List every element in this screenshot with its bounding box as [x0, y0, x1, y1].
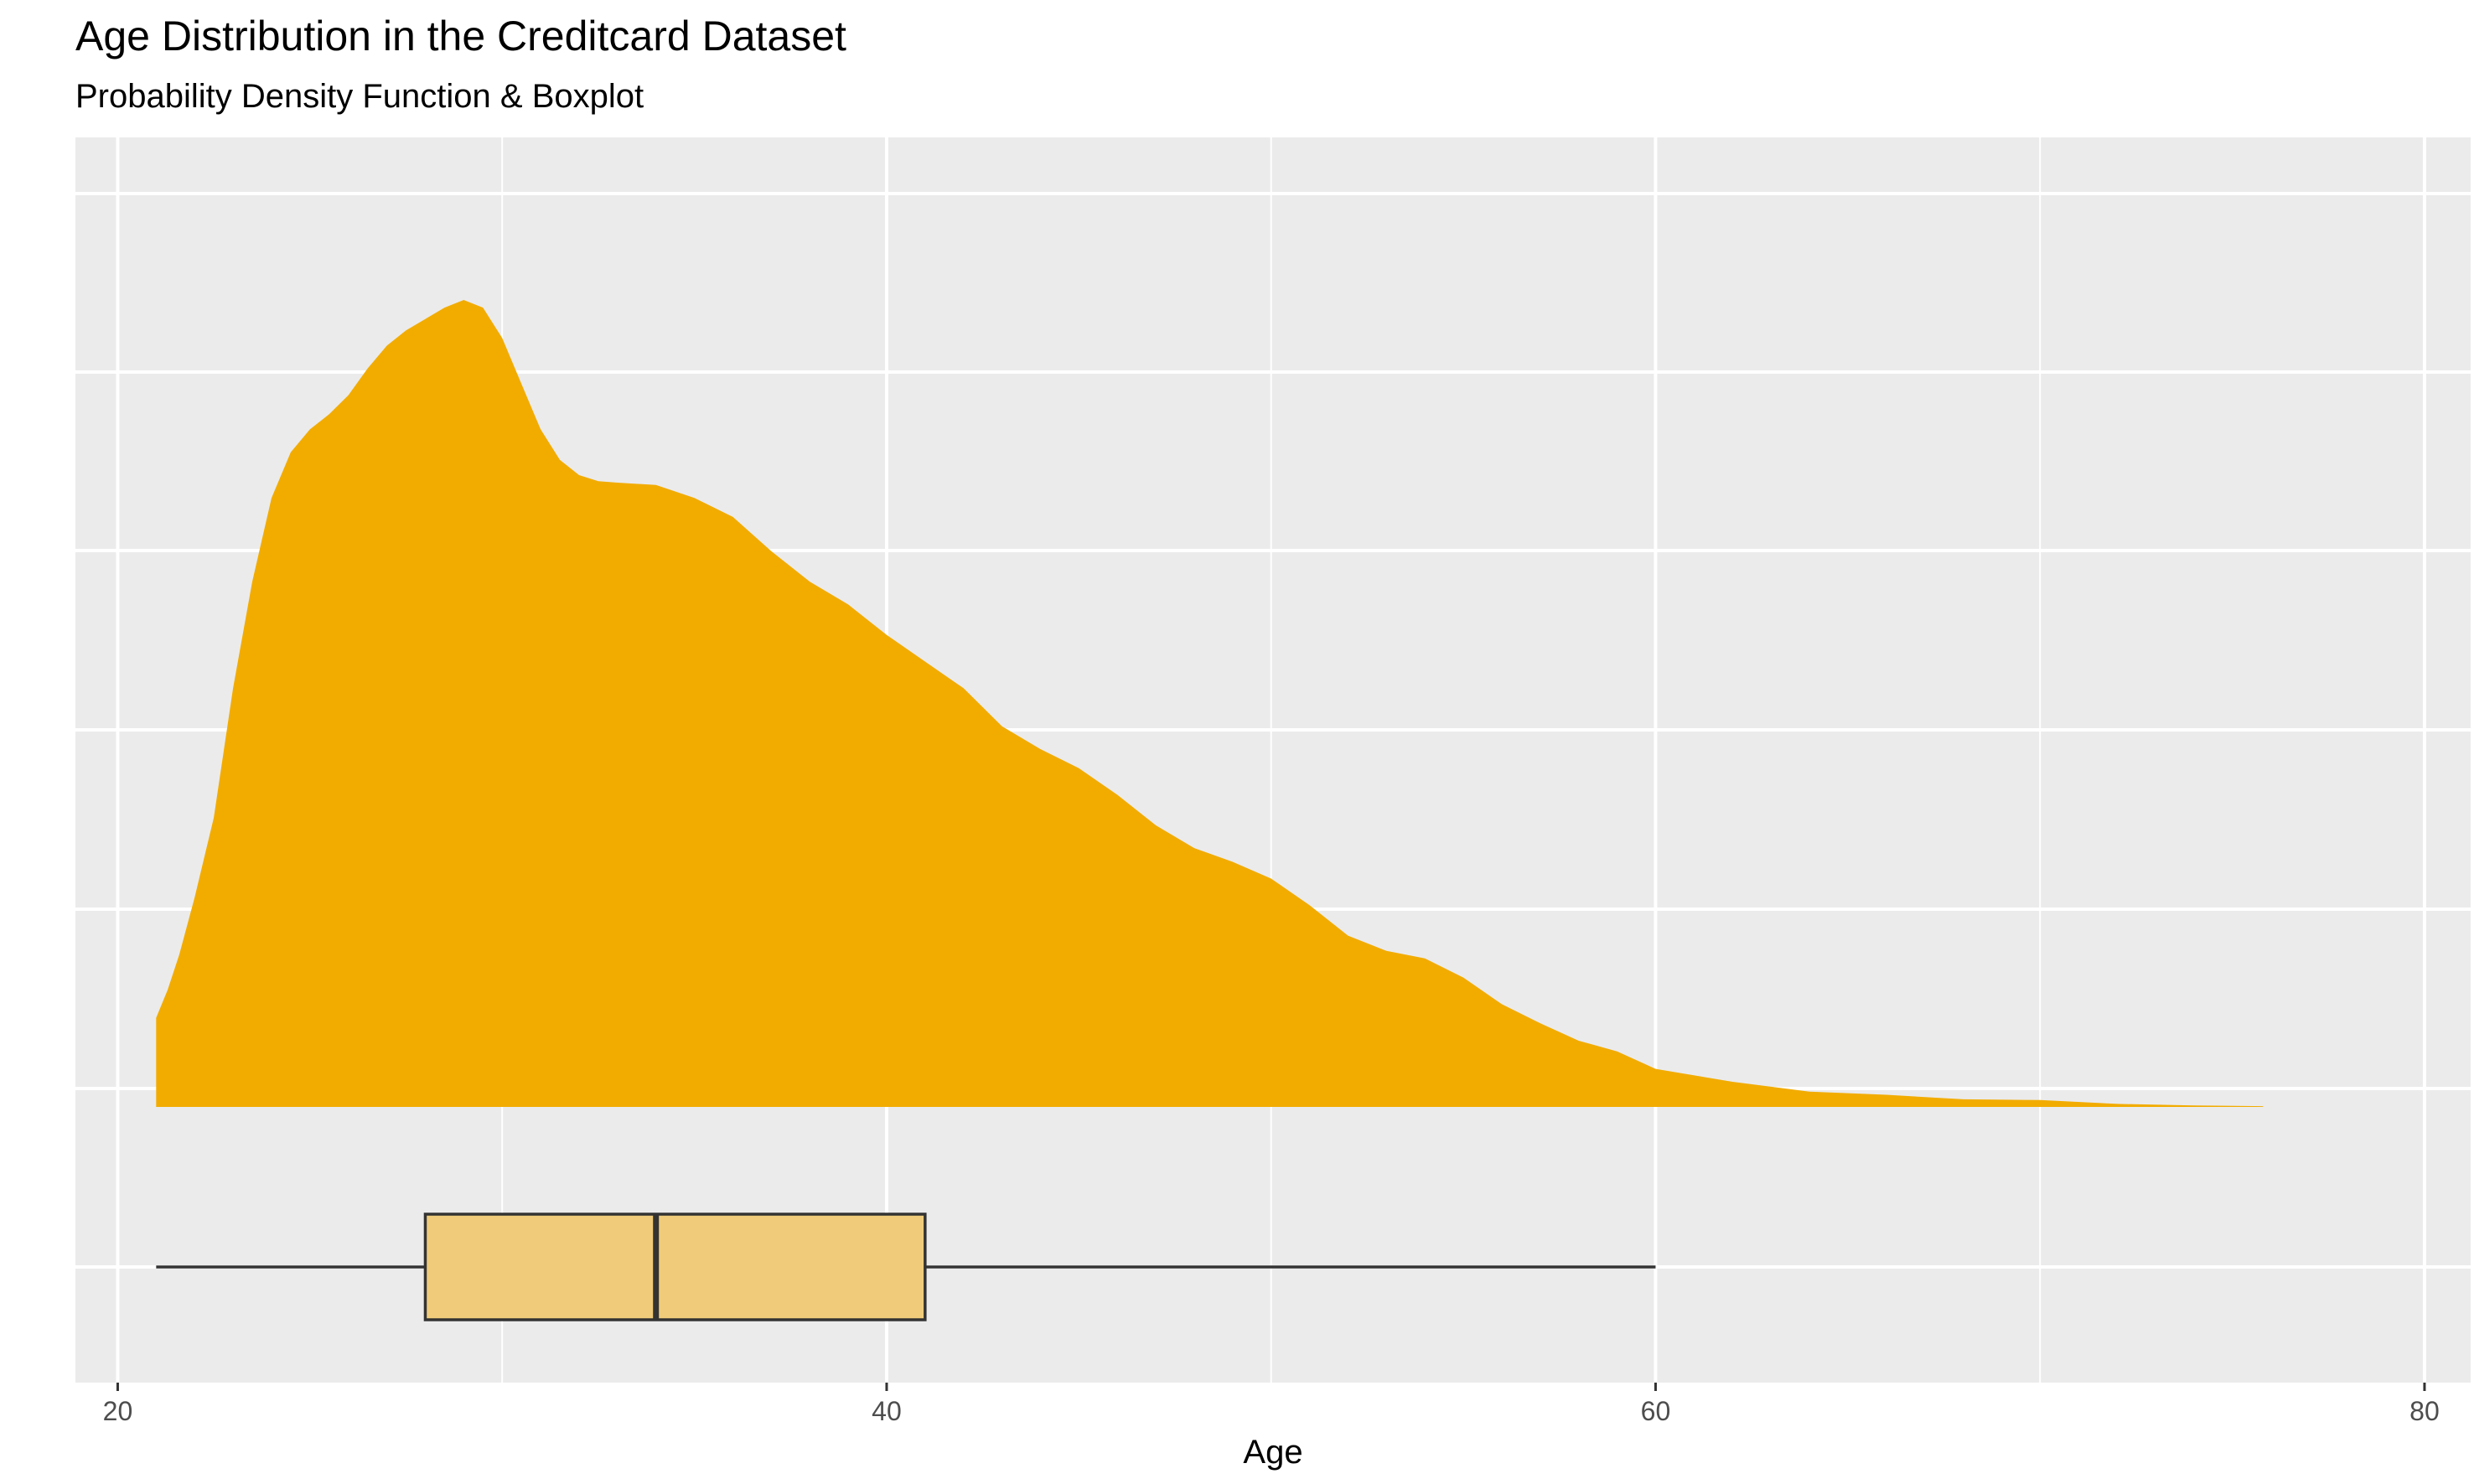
- density-area: [156, 300, 2264, 1107]
- x-tick-label: 40: [872, 1396, 902, 1426]
- x-tick-label: 80: [2409, 1396, 2440, 1426]
- x-axis-ticks: 20 40 60 80: [103, 1383, 2440, 1426]
- boxplot-box: [423, 1213, 927, 1321]
- chart-subtitle: Probability Density Function & Boxplot: [75, 78, 644, 115]
- x-tick-label: 60: [1641, 1396, 1671, 1426]
- boxplot: [156, 1213, 1656, 1321]
- major-x-gridlines: [116, 137, 2426, 1383]
- chart-title: Age Distribution in the Creditcard Datas…: [75, 13, 846, 59]
- x-axis-title: Age: [1243, 1434, 1302, 1471]
- x-tick-label: 20: [103, 1396, 133, 1426]
